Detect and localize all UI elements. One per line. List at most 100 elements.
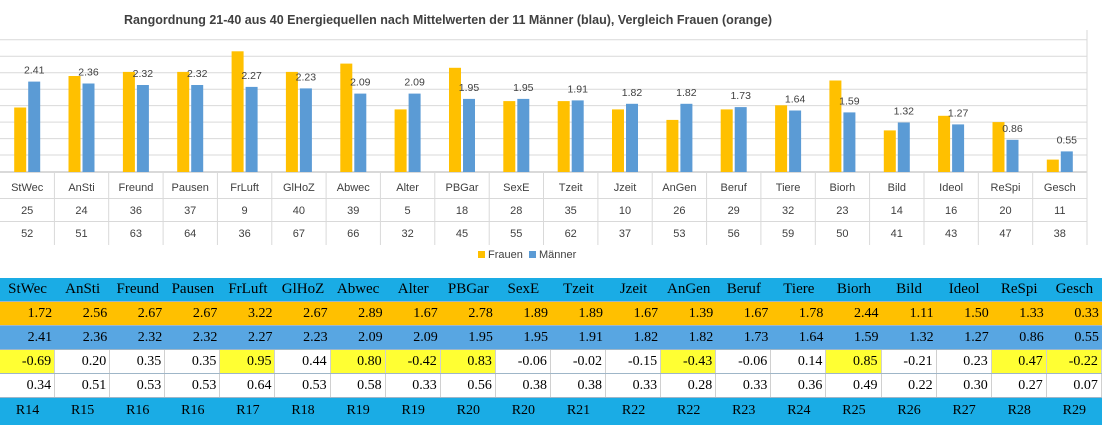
table-cell-maenner: 2.09 <box>330 326 386 349</box>
bar-frauen <box>177 71 190 172</box>
tick-label-row3: 41 <box>891 228 903 240</box>
tick-label-row3: 50 <box>836 228 848 240</box>
bar-chart: Rangordnung 21-40 aus 40 Energiequellen … <box>0 13 1088 261</box>
table-cell-name: Beruf <box>716 278 772 301</box>
bar-maenner <box>734 107 747 172</box>
tick-label: AnSti <box>68 182 94 194</box>
table-cell-frauen: 1.67 <box>716 302 772 325</box>
tick-label-row3: 67 <box>293 228 305 240</box>
table-cell-frauen: 2.44 <box>826 302 882 325</box>
tick-label-row3: 47 <box>999 228 1011 240</box>
tick-label-row2: 18 <box>456 205 468 217</box>
tick-label: FrLuft <box>230 182 259 194</box>
data-label: 2.36 <box>78 67 99 79</box>
tick-label-row3: 53 <box>673 228 685 240</box>
tick-label: Abwec <box>337 182 371 194</box>
tick-label: Tzeit <box>559 182 583 194</box>
table-cell-difference: -0.43 <box>661 350 717 373</box>
tick-label-row3: 32 <box>401 228 413 240</box>
table-cell-difference: -0.06 <box>495 350 551 373</box>
data-label: 1.32 <box>894 106 915 118</box>
table-cell-frauen: 3.22 <box>220 302 276 325</box>
tick-label-row2: 14 <box>891 205 903 217</box>
bar-frauen <box>285 71 298 172</box>
table-cell-difference: 0.20 <box>55 350 111 373</box>
table-cell-ratio: 0.38 <box>550 374 607 397</box>
tick-label-row2: 11 <box>1054 205 1065 217</box>
table-cell-rank: R22 <box>661 398 717 425</box>
data-label: 2.09 <box>350 77 371 89</box>
legend: Frauen Männer <box>478 249 577 261</box>
bar-frauen <box>122 71 135 172</box>
tick-label-row2: 9 <box>242 205 248 217</box>
tick-label-row3: 63 <box>130 228 142 240</box>
data-label: 1.73 <box>730 90 751 102</box>
bar-maenner <box>952 124 965 172</box>
tick-label-row2: 32 <box>782 205 794 217</box>
legend-label-frauen: Frauen <box>488 249 523 261</box>
tick-label-row3: 52 <box>21 228 33 240</box>
bar-maenner <box>136 85 149 172</box>
table-cell-rank: R19 <box>330 398 386 425</box>
tick-label: Alter <box>396 182 419 194</box>
table-cell-name: Freund <box>110 278 166 301</box>
bars <box>14 51 1073 173</box>
tick-label-row2: 5 <box>405 205 411 217</box>
table-cell-ratio: 0.53 <box>110 374 166 397</box>
table-cell-maenner: 2.23 <box>275 326 331 349</box>
table-cell-ratio: 0.30 <box>936 374 992 397</box>
data-table: StWec AnSti Freund Pausen FrLuft GlHoZ Abwec Al… <box>0 278 1102 425</box>
table-cell-frauen: 1.11 <box>881 302 937 325</box>
table-row-maenner: 2.41 2.36 2.32 2.32 2.27 2.23 2.09 2.09 1.95 1.95… <box>0 326 1102 350</box>
table-cell-frauen: 2.56 <box>55 302 111 325</box>
bar-maenner <box>1060 151 1073 172</box>
tick-label-row3: 66 <box>347 228 359 240</box>
table-cell-frauen: 2.89 <box>330 302 386 325</box>
table-cell-rank: R19 <box>385 398 441 425</box>
bar-frauen <box>394 109 407 172</box>
tick-label-row3: 56 <box>728 228 740 240</box>
table-cell-name: SexE <box>495 278 551 301</box>
bar-frauen <box>449 67 461 172</box>
data-label: 1.59 <box>839 95 860 107</box>
data-label: 1.91 <box>567 83 588 95</box>
table-cell-maenner: 0.55 <box>1046 326 1102 349</box>
table-cell-rank: R25 <box>826 398 882 425</box>
table-cell-maenner: 0.86 <box>991 326 1047 349</box>
data-label: 2.27 <box>241 70 262 82</box>
table-cell-difference: 0.35 <box>110 350 166 373</box>
tick-label: PBGar <box>445 182 478 194</box>
bar-frauen <box>720 109 733 172</box>
tick-label: SexE <box>503 182 529 194</box>
tick-label: Biorh <box>830 182 856 194</box>
table-cell-frauen: 1.39 <box>661 302 717 325</box>
table-cell-ratio: 0.58 <box>330 374 386 397</box>
bar-maenner <box>463 98 475 172</box>
table-cell-frauen: 2.67 <box>165 302 221 325</box>
table-cell-maenner: 2.27 <box>220 326 276 349</box>
tick-label-row2: 29 <box>728 205 740 217</box>
tick-label-row2: 16 <box>945 205 957 217</box>
table-cell-ratio: 0.22 <box>881 374 937 397</box>
table-cell-difference: 0.23 <box>936 350 992 373</box>
legend-swatch-frauen <box>478 251 485 258</box>
table-cell-maenner: 2.36 <box>55 326 111 349</box>
table-cell-name: Bild <box>881 278 937 301</box>
table-row-difference: -0.69 0.20 0.35 0.35 0.95 0.44 0.80 -0.42 0.83 -0… <box>0 350 1102 374</box>
tick-label: Beruf <box>721 182 748 194</box>
data-label: 1.95 <box>513 82 534 94</box>
table-cell-frauen: 2.78 <box>440 302 496 325</box>
table-cell-difference: 0.83 <box>440 350 496 373</box>
bar-maenner <box>680 103 693 173</box>
table-cell-rank: R28 <box>991 398 1047 425</box>
bar-frauen <box>14 107 27 172</box>
table-cell-maenner: 1.82 <box>661 326 717 349</box>
bar-frauen <box>557 101 570 172</box>
tick-label-row3: 51 <box>75 228 87 240</box>
table-cell-ratio: 0.51 <box>55 374 111 397</box>
bar-frauen <box>883 130 896 172</box>
table-cell-frauen: 1.50 <box>936 302 992 325</box>
tick-label-row3: 36 <box>238 228 250 240</box>
legend-swatch-maenner <box>529 251 536 258</box>
table-cell-difference: -0.69 <box>0 350 56 373</box>
